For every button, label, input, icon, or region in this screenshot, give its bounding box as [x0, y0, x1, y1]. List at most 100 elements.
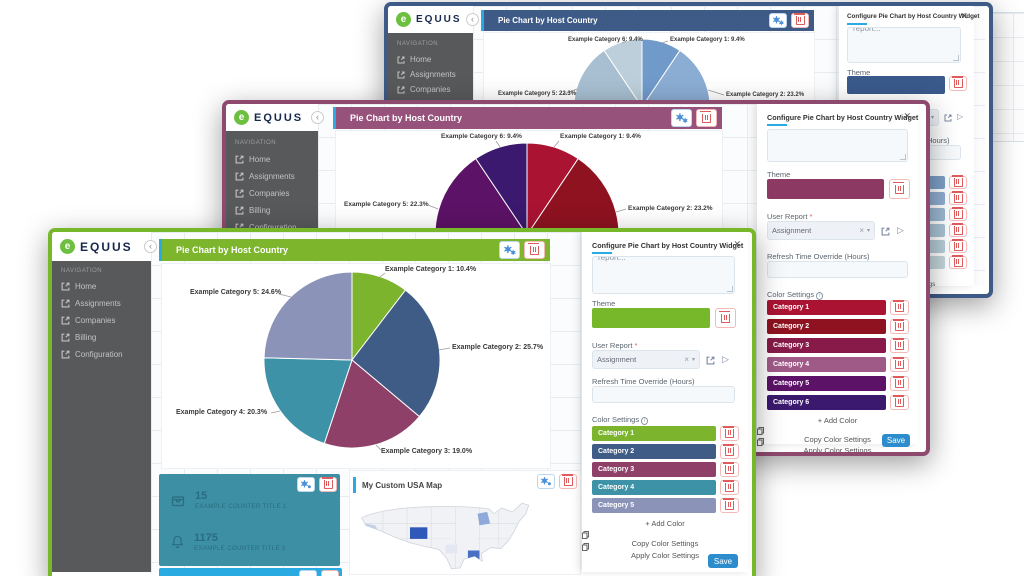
theme-delete-button[interactable]	[949, 76, 967, 91]
notes-textarea[interactable]	[767, 129, 908, 162]
widget-settings-button[interactable]	[499, 241, 520, 259]
pie-slice[interactable]	[323, 359, 421, 449]
category-color-bar[interactable]: Category 6	[767, 395, 886, 410]
save-button[interactable]: Save	[882, 434, 910, 447]
category-delete-button[interactable]	[720, 498, 739, 513]
category-color-bar[interactable]: Category 4	[767, 357, 886, 372]
pie-slice[interactable]	[263, 271, 353, 361]
state-louisiana[interactable]	[467, 550, 480, 560]
widget-delete-button[interactable]	[791, 13, 809, 28]
widget-delete-button[interactable]	[559, 474, 577, 489]
sidebar-item-home[interactable]: Home	[61, 282, 96, 291]
category-delete-button[interactable]	[890, 300, 909, 315]
refresh-input[interactable]	[592, 386, 735, 403]
category-delete-button[interactable]	[720, 444, 739, 459]
category-delete-button[interactable]	[949, 239, 967, 253]
apply-color-settings-button[interactable]: Apply Color Settings	[757, 438, 918, 452]
open-report-icon[interactable]	[881, 227, 890, 236]
notes-textarea[interactable]: report...	[592, 256, 735, 294]
close-icon[interactable]: ✕	[733, 239, 741, 249]
theme-delete-button[interactable]	[715, 308, 736, 328]
usa-outline	[361, 502, 530, 570]
category-delete-button[interactable]	[949, 175, 967, 189]
widget-settings-button[interactable]	[297, 477, 315, 492]
widget-delete-button[interactable]	[321, 570, 339, 576]
pie-label: Example Category 6: 9.4%	[568, 37, 643, 43]
category-color-bar[interactable]: Category 1	[592, 426, 716, 441]
category-delete-button[interactable]	[890, 319, 909, 334]
category-color-bar[interactable]: Category 5	[592, 498, 716, 513]
category-delete-button[interactable]	[720, 426, 739, 441]
category-delete-button[interactable]	[890, 357, 909, 372]
widget-settings-button[interactable]	[299, 570, 317, 576]
run-report-icon[interactable]: ▷	[897, 225, 904, 235]
category-color-bar[interactable]: Category 1	[767, 300, 886, 315]
state-oklahoma[interactable]	[445, 544, 458, 554]
sidebar-item-companies[interactable]: Companies	[397, 85, 450, 94]
sidebar-collapse-button[interactable]: ‹	[311, 111, 324, 124]
category-delete-button[interactable]	[949, 223, 967, 237]
category-color-bar[interactable]: Category 2	[592, 444, 716, 459]
sidebar-item-assignments[interactable]: Assignments	[61, 299, 121, 308]
widget-settings-button[interactable]	[769, 13, 787, 28]
close-icon[interactable]: ✕	[960, 11, 968, 21]
close-icon[interactable]: ✕	[903, 111, 911, 121]
widget-settings-button[interactable]	[537, 474, 555, 489]
state-colorado[interactable]	[409, 527, 428, 539]
sidebar-collapse-button[interactable]: ‹	[144, 240, 157, 253]
sidebar-item-companies[interactable]: Companies	[235, 189, 289, 198]
clear-icon[interactable]: ×	[859, 226, 864, 235]
category-color-bar[interactable]: Category 3	[592, 462, 716, 477]
category-delete-button[interactable]	[949, 255, 967, 269]
pie-label: Example Category 2: 23.2%	[726, 92, 805, 98]
widget-delete-button[interactable]	[696, 109, 717, 127]
sidebar-item-assignments[interactable]: Assignments	[235, 172, 295, 181]
theme-delete-button[interactable]	[889, 179, 910, 199]
category-color-bar[interactable]: Category 4	[592, 480, 716, 495]
category-delete-button[interactable]	[720, 462, 739, 477]
widget-delete-button[interactable]	[319, 477, 337, 492]
sidebar-item-companies[interactable]: Companies	[61, 316, 115, 325]
state-wisconsin[interactable]	[477, 511, 491, 526]
add-color-button[interactable]: + Add Color	[645, 519, 685, 528]
apply-color-settings-button[interactable]: Apply Color Settings	[582, 543, 748, 560]
add-color-button[interactable]: + Add Color	[817, 416, 858, 425]
category-delete-button[interactable]	[890, 338, 909, 353]
pie-slice[interactable]	[603, 38, 643, 109]
notes-textarea[interactable]: report...	[847, 27, 961, 63]
open-report-icon[interactable]	[944, 114, 952, 122]
category-delete-button[interactable]	[720, 480, 739, 495]
category-delete-button[interactable]	[949, 207, 967, 221]
run-report-icon[interactable]: ▷	[957, 112, 964, 121]
run-report-icon[interactable]: ▷	[722, 354, 729, 364]
widget-settings-button[interactable]	[671, 109, 692, 127]
save-button[interactable]: Save	[708, 554, 738, 568]
refresh-input[interactable]	[767, 261, 908, 278]
sidebar-item-configuration[interactable]: Configuration	[61, 350, 123, 359]
category-delete-button[interactable]	[949, 191, 967, 205]
user-report-select[interactable]: Assignment × ▾	[592, 350, 700, 369]
sidebar-item-home[interactable]: Home	[397, 55, 431, 64]
sidebar-item-assignments[interactable]: Assignments	[397, 70, 456, 79]
copy-color-settings-button[interactable]: Copy Color Settings	[757, 427, 918, 444]
copy-color-settings-button[interactable]: Copy Color Settings	[582, 531, 748, 548]
sidebar-item-billing[interactable]: Billing	[61, 333, 96, 342]
clear-icon[interactable]: ×	[684, 355, 689, 364]
sidebar-collapse-button[interactable]: ‹	[466, 13, 479, 26]
user-report-select[interactable]: Assignment × ▾	[767, 221, 875, 240]
category-color-bar[interactable]: Category 2	[767, 319, 886, 334]
sidebar-item-billing[interactable]: Billing	[235, 206, 270, 215]
category-delete-button[interactable]	[890, 395, 909, 410]
theme-color-bar[interactable]	[767, 179, 884, 199]
open-report-icon[interactable]	[706, 356, 715, 365]
category-delete-button[interactable]	[890, 376, 909, 391]
category-color-bar[interactable]: Category 3	[767, 338, 886, 353]
pie-slice[interactable]	[351, 289, 441, 418]
category-color-bar[interactable]: Category 5	[767, 376, 886, 391]
widget-delete-button[interactable]	[524, 241, 545, 259]
theme-color-bar[interactable]	[592, 308, 710, 328]
sidebar-item-home[interactable]: Home	[235, 155, 270, 164]
pie-slice[interactable]	[263, 357, 353, 445]
pie-slice[interactable]	[475, 142, 528, 237]
theme-color-bar[interactable]	[847, 76, 945, 94]
